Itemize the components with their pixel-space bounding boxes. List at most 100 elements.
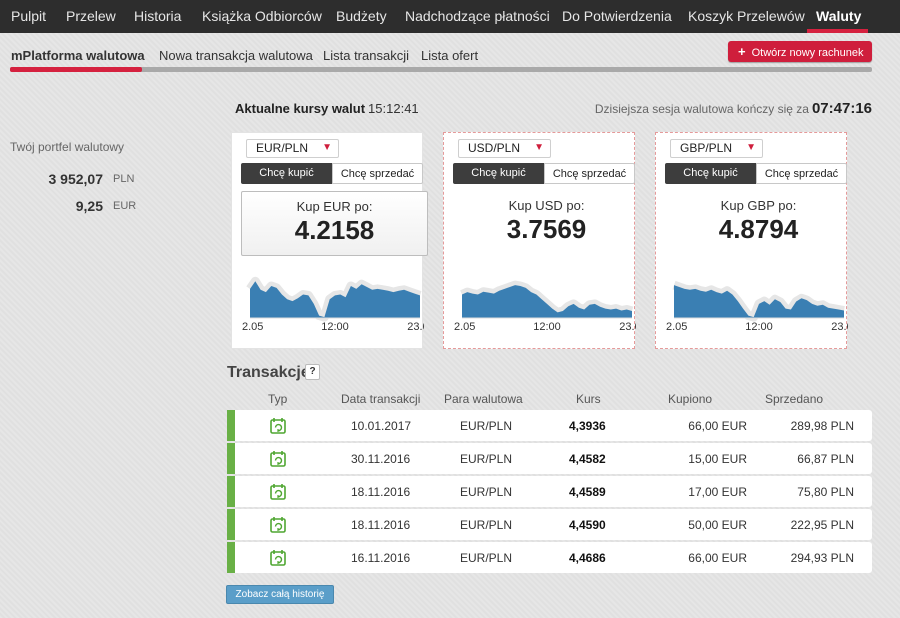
- rate-sparkline: 2.05 12:00 23.0: [242, 276, 424, 333]
- table-row[interactable]: 18.11.2016 EUR/PLN 4,4590 50,00 EUR 222,95 P…: [227, 509, 872, 540]
- sparkline-axis-label: 23.0: [619, 321, 636, 333]
- status-bar: [227, 410, 235, 441]
- transaction-bought: 66,00 EUR: [688, 419, 747, 433]
- rates-title: Aktualne kursy walut 15:12:41: [235, 101, 419, 116]
- currency-pair-select[interactable]: EUR/PLN ▼: [246, 139, 339, 158]
- sparkline-area: [250, 281, 420, 318]
- sparkline-axis-label: 12:00: [321, 321, 349, 333]
- transaction-rate: 4,3936: [569, 419, 606, 433]
- transaction-date: 16.11.2016: [351, 551, 411, 565]
- transaction-sold: 75,80 PLN: [797, 485, 854, 499]
- nav-item-ksiazka-odbiorcow[interactable]: Książka Odbiorców: [202, 8, 322, 24]
- chevron-down-icon: ▼: [746, 142, 756, 153]
- transaction-pair: EUR/PLN: [460, 518, 513, 532]
- status-bar: [227, 443, 235, 474]
- balance-amount: 3 952,07: [48, 171, 104, 187]
- rate-sparkline: 2.05 12:00 23.0: [454, 280, 636, 333]
- transaction-rate: 4,4589: [569, 485, 606, 499]
- quote-label: Kup USD po:: [508, 198, 585, 213]
- chevron-down-icon: ▼: [534, 142, 544, 153]
- currency-card-usd: USD/PLN ▼ Chcę kupić Chcę sprzedać Kup US…: [443, 132, 636, 349]
- sparkline-axis-label: 23.0: [407, 321, 424, 333]
- buy-sell-toggle: Chcę kupić Chcę sprzedać: [241, 163, 423, 184]
- transaction-rate: 4,4686: [569, 551, 606, 565]
- sell-button[interactable]: Chcę sprzedać: [756, 163, 847, 184]
- buy-button[interactable]: Chcę kupić: [241, 163, 332, 184]
- nav-item-budzety[interactable]: Budżety: [336, 8, 387, 24]
- currency-pair-value: EUR/PLN: [256, 141, 309, 155]
- sparkline-axis-label: 2.05: [454, 321, 475, 333]
- column-header-sold: Sprzedano: [765, 392, 824, 406]
- currency-exchange-icon: [269, 450, 287, 468]
- currency-pair-value: GBP/PLN: [680, 141, 733, 155]
- table-row[interactable]: 18.11.2016 EUR/PLN 4,4589 17,00 EUR 75,80 PL…: [227, 476, 872, 507]
- sparkline-axis-label: 12:00: [533, 321, 561, 333]
- quote-box[interactable]: Kup USD po: 3.7569: [453, 191, 640, 256]
- column-header-date: Data transakcji: [341, 392, 421, 406]
- tab-nowa-transakcja[interactable]: Nowa transakcja walutowa: [159, 48, 313, 63]
- sparkline-area: [674, 285, 844, 318]
- transaction-sold: 289,98 PLN: [790, 419, 854, 433]
- rates-time: 15:12:41: [368, 101, 419, 116]
- sparkline-axis-label: 12:00: [745, 321, 773, 333]
- nav-item-nadchodzace-platnosci[interactable]: Nadchodzące płatności: [405, 8, 550, 24]
- status-bar: [227, 476, 235, 507]
- tab-lista-transakcji[interactable]: Lista transakcji: [323, 48, 409, 63]
- rate-sparkline: 2.05 12:00 23.0: [666, 280, 848, 333]
- quote-box[interactable]: Kup GBP po: 4.8794: [665, 191, 852, 256]
- transaction-rate: 4,4590: [569, 518, 606, 532]
- currency-card-gbp: GBP/PLN ▼ Chcę kupić Chcę sprzedać Kup GB…: [655, 132, 848, 349]
- nav-item-koszyk-przelewow[interactable]: Koszyk Przelewów: [688, 8, 805, 24]
- table-row[interactable]: 30.11.2016 EUR/PLN 4,4582 15,00 EUR 66,87 PL…: [227, 443, 872, 474]
- transaction-bought: 50,00 EUR: [688, 518, 747, 532]
- session-countdown: Dzisiejsza sesja walutowa kończy się za 0…: [595, 100, 872, 117]
- transaction-sold: 66,87 PLN: [797, 452, 854, 466]
- buy-sell-toggle: Chcę kupić Chcę sprzedać: [665, 163, 847, 184]
- top-navigation: Pulpit Przelew Historia Książka Odbiorcó…: [0, 0, 900, 33]
- quote-box[interactable]: Kup EUR po: 4.2158: [241, 191, 428, 256]
- currency-card-eur: EUR/PLN ▼ Chcę kupić Chcę sprzedać Kup EU…: [231, 132, 428, 349]
- nav-item-przelew[interactable]: Przelew: [66, 8, 116, 24]
- portfolio-title: Twój portfel walutowy: [10, 140, 125, 154]
- buy-button[interactable]: Chcę kupić: [453, 163, 544, 184]
- view-full-history-button[interactable]: Zobacz całą historię: [226, 585, 334, 604]
- table-row[interactable]: 16.11.2016 EUR/PLN 4,4686 66,00 EUR 294,93 P…: [227, 542, 872, 573]
- sell-button[interactable]: Chcę sprzedać: [332, 163, 423, 184]
- session-time: 07:47:16: [811, 100, 872, 117]
- transaction-rate: 4,4582: [569, 452, 606, 466]
- sell-button[interactable]: Chcę sprzedać: [544, 163, 635, 184]
- table-row[interactable]: 10.01.2017 EUR/PLN 4,3936 66,00 EUR 289,98 P…: [227, 410, 872, 441]
- currency-pair-select[interactable]: USD/PLN ▼: [458, 139, 551, 158]
- currency-pair-select[interactable]: GBP/PLN ▼: [670, 139, 763, 158]
- active-tab-indicator: [10, 67, 142, 72]
- transaction-date: 10.01.2017: [351, 419, 412, 433]
- transaction-pair: EUR/PLN: [460, 485, 513, 499]
- open-new-account-button[interactable]: + Otwórz nowy rachunek: [728, 41, 872, 62]
- quote-value: 3.7569: [506, 214, 587, 244]
- nav-item-do-potwierdzenia[interactable]: Do Potwierdzenia: [562, 8, 672, 24]
- status-bar: [227, 509, 235, 540]
- help-icon[interactable]: ?: [305, 364, 320, 380]
- session-label: Dzisiejsza sesja walutowa kończy się za: [594, 102, 809, 116]
- nav-item-pulpit[interactable]: Pulpit: [11, 8, 47, 24]
- transaction-date: 18.11.2016: [351, 485, 411, 499]
- transaction-pair: EUR/PLN: [460, 419, 513, 433]
- plus-icon: +: [738, 44, 746, 59]
- transaction-bought: 15,00 EUR: [688, 452, 747, 466]
- nav-item-historia[interactable]: Historia: [134, 8, 182, 24]
- transaction-date: 30.11.2016: [351, 452, 411, 466]
- currency-exchange-icon: [269, 549, 287, 567]
- column-header-type: Typ: [268, 392, 288, 406]
- quote-value: 4.8794: [718, 214, 799, 244]
- tab-lista-ofert[interactable]: Lista ofert: [421, 48, 479, 63]
- column-header-rate: Kurs: [576, 392, 601, 406]
- status-bar: [227, 542, 235, 573]
- nav-item-waluty[interactable]: Waluty: [816, 8, 862, 24]
- buy-button[interactable]: Chcę kupić: [665, 163, 756, 184]
- transaction-date: 18.11.2016: [351, 518, 411, 532]
- tab-mplatforma-walutowa[interactable]: mPlatforma walutowa: [11, 48, 145, 63]
- currency-exchange-icon: [269, 483, 287, 501]
- sparkline-axis-label: 2.05: [666, 321, 687, 333]
- open-new-account-label: Otwórz nowy rachunek: [751, 47, 864, 59]
- rates-title-label: Aktualne kursy walut: [235, 101, 366, 116]
